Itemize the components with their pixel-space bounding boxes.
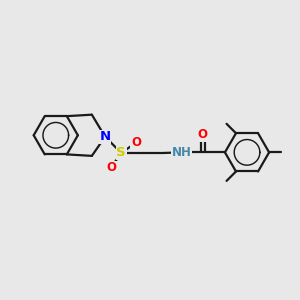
Text: O: O bbox=[198, 128, 208, 141]
Text: NH: NH bbox=[172, 146, 192, 159]
Text: O: O bbox=[131, 136, 141, 149]
Text: O: O bbox=[106, 161, 116, 174]
Text: S: S bbox=[116, 146, 126, 159]
Text: N: N bbox=[100, 130, 111, 143]
